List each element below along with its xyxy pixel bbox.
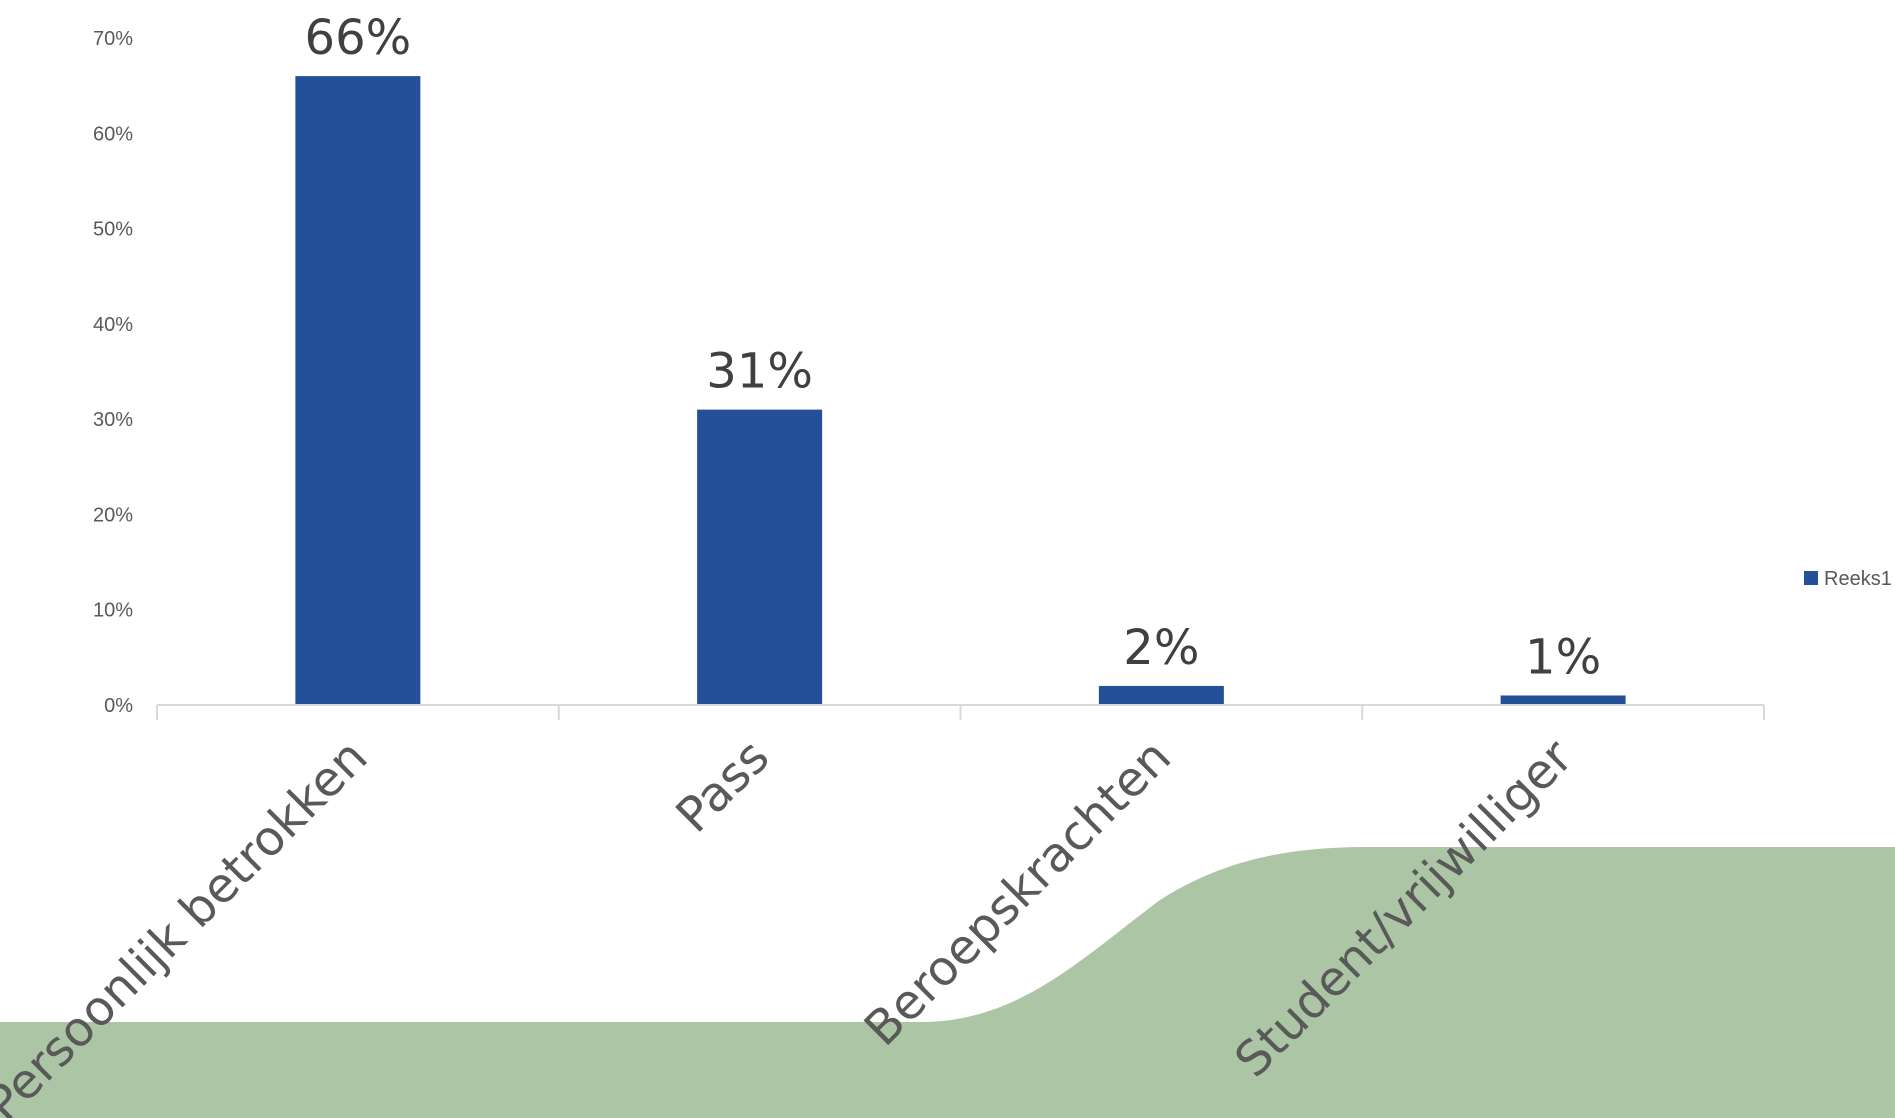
bar [295,76,421,706]
y-tick-label: 60% [93,123,133,145]
y-tick-label: 20% [93,504,133,526]
y-tick-label: 40% [93,314,133,336]
category-label: Pass [665,729,780,844]
y-tick-label: 0% [104,695,133,717]
data-labels: 66% 31% 2% 1% [305,10,1602,685]
bar [697,409,823,705]
data-label: 1% [1525,629,1601,685]
bars [295,76,1626,706]
y-tick-label: 10% [93,600,133,622]
legend: Reeks1 [1804,568,1892,590]
data-label: 66% [305,10,412,66]
bar [1500,695,1626,705]
y-axis-tick-labels: 0% 10% 20% 30% 40% 50% 60% 70% [93,28,133,717]
y-tick-label: 70% [93,28,133,50]
data-label: 2% [1123,620,1199,676]
bar [1098,685,1224,705]
background-hill-shape [0,847,1895,1118]
y-tick-label: 50% [93,219,133,241]
legend-label-reeks1: Reeks1 [1824,568,1892,590]
data-label: 31% [706,344,813,400]
legend-swatch [1804,571,1818,585]
y-tick-label: 30% [93,409,133,431]
x-axis [156,704,1765,720]
